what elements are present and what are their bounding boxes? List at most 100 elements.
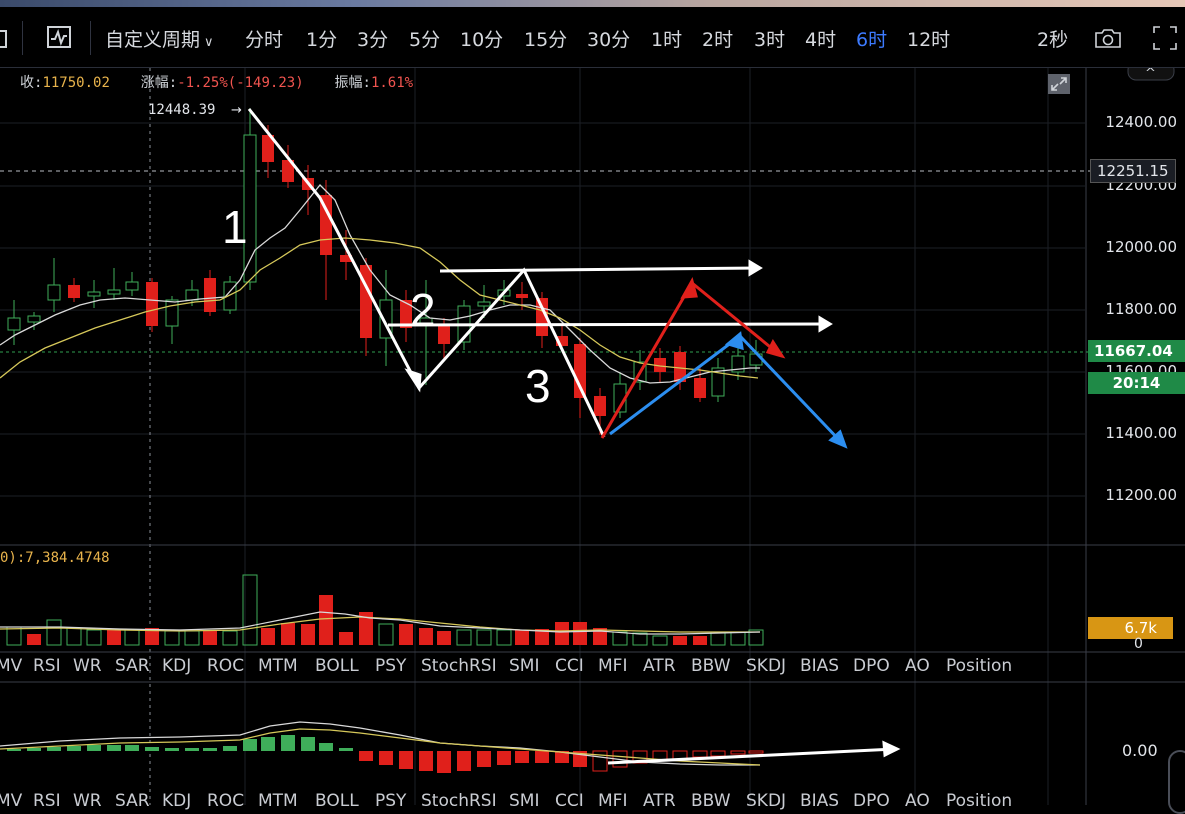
candle xyxy=(87,291,101,297)
indicator-tab-sar[interactable]: SAR xyxy=(115,656,150,676)
indicator-tab-stochrsi[interactable]: StochRSI xyxy=(421,791,497,811)
period-1[interactable]: 1分 xyxy=(306,29,338,51)
indicator-tab-dpo[interactable]: DPO xyxy=(853,656,890,676)
macd-bar xyxy=(243,739,257,751)
macd-bar xyxy=(515,751,529,763)
period-11[interactable]: 6时 xyxy=(856,29,888,51)
candle xyxy=(516,294,528,298)
macd-bar xyxy=(497,751,511,765)
indicator-tab-bbw[interactable]: BBW xyxy=(691,791,731,811)
indicator-tab-psy[interactable]: PSY xyxy=(375,656,407,676)
period-4[interactable]: 10分 xyxy=(460,29,504,51)
volume-bar xyxy=(164,630,180,646)
candle-countdown: 20:14 xyxy=(1088,372,1185,394)
volume-bar xyxy=(242,574,258,646)
indicator-tab-psy[interactable]: PSY xyxy=(375,791,407,811)
indicator-tab-dpo[interactable]: DPO xyxy=(853,791,890,811)
indicator-tab-roc[interactable]: ROC xyxy=(207,656,245,676)
volume-bar xyxy=(693,636,707,645)
indicator-tab-mtm[interactable]: MTM xyxy=(258,791,298,811)
volume-bar xyxy=(319,595,333,645)
indicator-tab-position[interactable]: Position xyxy=(946,656,1013,676)
indicator-tab-bias[interactable]: BIAS xyxy=(800,656,840,676)
indicator-tab-rsi[interactable]: RSI xyxy=(33,656,61,676)
volume-bar xyxy=(184,630,200,646)
current-price-tag: 11667.04 xyxy=(1088,340,1185,362)
candle xyxy=(223,281,237,311)
candle xyxy=(125,281,139,291)
indicator-icon[interactable] xyxy=(47,26,71,48)
indicator-tab-skdj[interactable]: SKDJ xyxy=(746,791,787,811)
volume-ma-info: 0):7,384.4748 xyxy=(0,550,110,566)
candles-icon[interactable] xyxy=(0,29,10,49)
indicator-tab-bbw[interactable]: BBW xyxy=(691,656,731,676)
macd-bar xyxy=(437,751,451,773)
indicator-tab-wr[interactable]: WR xyxy=(73,791,102,811)
indicator-tab-rsi[interactable]: RSI xyxy=(33,791,61,811)
period-2[interactable]: 3分 xyxy=(357,29,389,51)
indicator-tab-smi[interactable]: SMI xyxy=(509,791,540,811)
macd-bar xyxy=(185,748,199,751)
indicator-tab-atr[interactable]: ATR xyxy=(643,656,676,676)
indicator-tab-stochrsi[interactable]: StochRSI xyxy=(421,656,497,676)
indicator-tab-cci[interactable]: CCI xyxy=(555,656,584,676)
projection-blue xyxy=(609,331,848,449)
indicator-tab-kdj[interactable]: KDJ xyxy=(162,656,192,676)
period-10[interactable]: 4时 xyxy=(805,29,837,51)
custom-period-label: 自定义周期 xyxy=(105,29,201,51)
macd-bar xyxy=(419,751,433,771)
collapse-button[interactable] xyxy=(1127,68,1175,81)
indicator-tab-mfi[interactable]: MFI xyxy=(598,791,628,811)
period-8[interactable]: 2时 xyxy=(702,29,734,51)
volume-bar xyxy=(437,631,451,645)
indicator-tab-cci[interactable]: CCI xyxy=(555,791,584,811)
indicator-tab-mtm[interactable]: MTM xyxy=(258,656,298,676)
candle xyxy=(594,396,606,416)
indicator-tab-mfi[interactable]: MFI xyxy=(598,656,628,676)
period-12[interactable]: 12时 xyxy=(907,29,951,51)
indicator-tab-smi[interactable]: SMI xyxy=(509,656,540,676)
candle xyxy=(165,299,179,327)
candle xyxy=(340,255,352,262)
macd-bar xyxy=(339,748,353,751)
macd-bar xyxy=(301,737,315,751)
volume-zero-label: 0 xyxy=(1134,636,1143,652)
period-9[interactable]: 3时 xyxy=(754,29,786,51)
indicator-tab-bias[interactable]: BIAS xyxy=(800,791,840,811)
indicator-tab-wr[interactable]: WR xyxy=(73,656,102,676)
indicator-tab-boll[interactable]: BOLL xyxy=(315,791,359,811)
indicator-tab-mv[interactable]: MV xyxy=(0,656,23,676)
macd-bar xyxy=(535,751,549,763)
indicator-tab-sar[interactable]: SAR xyxy=(115,791,150,811)
candle xyxy=(674,352,686,382)
period-3[interactable]: 5分 xyxy=(409,29,441,51)
period-7[interactable]: 1时 xyxy=(651,29,683,51)
volume-bar xyxy=(281,623,295,645)
period-6[interactable]: 30分 xyxy=(587,29,631,51)
indicator-tab-boll[interactable]: BOLL xyxy=(315,656,359,676)
indicator-tab-ao[interactable]: AO xyxy=(905,656,930,676)
price-tick: 12400.00 xyxy=(1105,113,1177,131)
custom-period-dropdown[interactable]: 自定义周期 ∨ xyxy=(105,25,214,52)
volume-bar xyxy=(496,629,512,646)
camera-icon[interactable] xyxy=(1093,27,1123,49)
candle xyxy=(477,301,491,307)
volume-bar xyxy=(359,612,373,645)
indicator-tab-position[interactable]: Position xyxy=(946,791,1013,811)
expand-icon[interactable] xyxy=(1048,74,1070,94)
volume-bar xyxy=(555,622,569,645)
price-tick: 12000.00 xyxy=(1105,238,1177,256)
indicator-tab-ao[interactable]: AO xyxy=(905,791,930,811)
indicator-tab-kdj[interactable]: KDJ xyxy=(162,791,192,811)
fullscreen-icon[interactable] xyxy=(1152,25,1178,51)
candlestick-chart[interactable]: 1 2 3 12448.39 → ^ xyxy=(0,68,1185,805)
indicator-tab-skdj[interactable]: SKDJ xyxy=(746,656,787,676)
volume-bar xyxy=(86,629,102,646)
scroll-handle[interactable] xyxy=(1168,750,1185,814)
indicator-tab-roc[interactable]: ROC xyxy=(207,791,245,811)
indicator-tab-mv[interactable]: MV xyxy=(0,791,23,811)
indicator-tab-atr[interactable]: ATR xyxy=(643,791,676,811)
period-0[interactable]: 分时 xyxy=(245,29,284,51)
macd-bar xyxy=(319,743,333,751)
period-5[interactable]: 15分 xyxy=(524,29,568,51)
